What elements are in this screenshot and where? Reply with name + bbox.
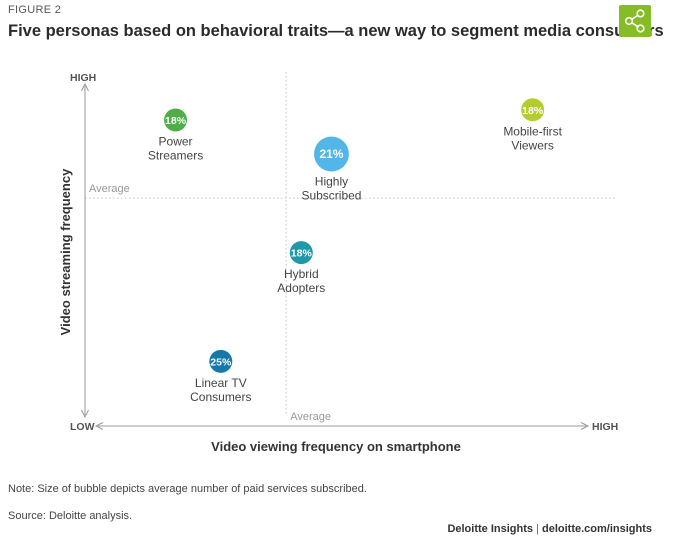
- bubble-label: Power: [159, 135, 193, 149]
- y-axis-arrow-up: [81, 82, 89, 92]
- bubble-mark: [164, 108, 188, 132]
- credit-url: deloitte.com/insights: [541, 523, 652, 535]
- y-axis-title: Video streaming frequency: [58, 168, 73, 335]
- bubble-value: 18%: [291, 248, 313, 260]
- bubble-value: 18%: [522, 105, 544, 117]
- y-high-label: HIGH: [70, 72, 96, 84]
- bubble-label: Subscribed: [301, 188, 361, 202]
- bubble-label: Highly: [315, 174, 348, 188]
- share-icon: [624, 9, 645, 33]
- bubble-label: Viewers: [511, 138, 553, 152]
- bubble-label: Hybrid: [284, 267, 319, 281]
- bubble-mark: [521, 98, 545, 122]
- x-axis-arrow-left: [94, 422, 104, 430]
- x-high-label: HIGH: [592, 421, 618, 433]
- bubble-value: 18%: [165, 115, 187, 127]
- credit-separator: |: [536, 523, 539, 535]
- share-button[interactable]: [619, 5, 651, 37]
- bubble-value: 25%: [210, 356, 232, 368]
- credit-brand: Deloitte Insights: [447, 523, 533, 535]
- x-low-label: LOW: [70, 421, 95, 433]
- bubble-label: Consumers: [190, 390, 251, 404]
- y-average-label: Average: [89, 183, 130, 195]
- persona-chart: Average Average HIGH LOW HIGH Video viewing f…: [58, 72, 618, 454]
- bubble-mark: [209, 349, 233, 373]
- bubble-label: Streamers: [148, 149, 203, 163]
- y-axis-arrow-down: [81, 409, 89, 419]
- bubble-value: 21%: [319, 147, 343, 161]
- x-axis-arrow-right: [580, 422, 590, 430]
- x-average-label: Average: [290, 411, 331, 423]
- chart-source: Source: Deloitte analysis.: [8, 510, 133, 522]
- bubble-label: Mobile-first: [503, 124, 562, 138]
- chart-title: Five personas based on behavioral traits…: [8, 22, 664, 40]
- figure-label: FIGURE 2: [8, 4, 62, 16]
- bubble-label: Linear TV: [195, 376, 247, 390]
- bubble-label: Adopters: [277, 281, 325, 295]
- bubble-mark: [314, 136, 349, 172]
- chart-note: Note: Size of bubble depicts average num…: [8, 483, 367, 495]
- chart-axes: Average Average HIGH LOW HIGH Video viewing f…: [58, 72, 618, 454]
- x-axis-title: Video viewing frequency on smartphone: [211, 439, 461, 454]
- credit-line: Deloitte Insights | deloitte.com/insight…: [447, 523, 652, 535]
- bubble-mark: [289, 241, 313, 265]
